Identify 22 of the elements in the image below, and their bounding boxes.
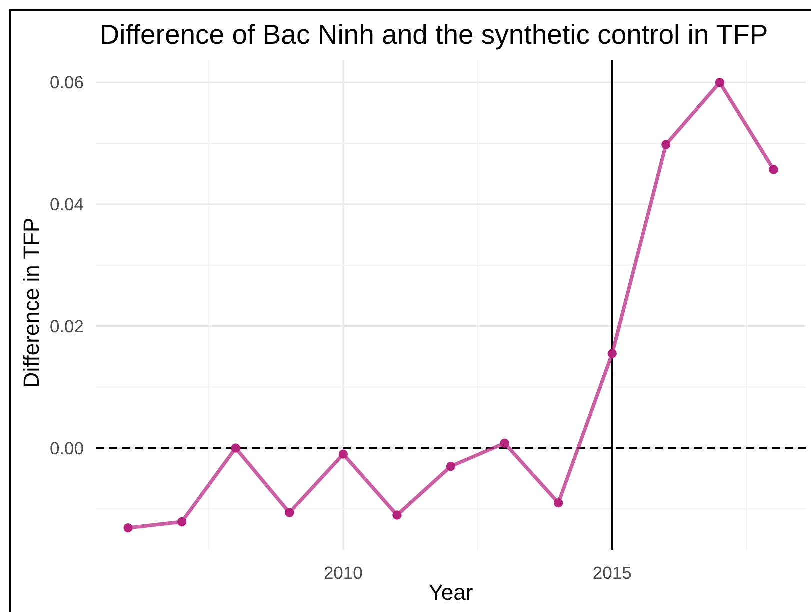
point [554, 498, 564, 508]
y-tick-label: 0.04 [50, 194, 84, 215]
x-tick-label: 2015 [592, 563, 632, 584]
point [338, 450, 348, 459]
point [285, 508, 294, 518]
point [662, 140, 671, 150]
point [608, 349, 617, 358]
y-tick-label: 0.00 [50, 438, 84, 458]
point [231, 444, 240, 453]
chart-title: Difference of Bac Ninh and the synthetic control in TFP [100, 19, 768, 50]
point [769, 165, 778, 174]
point [392, 510, 402, 520]
y-axis-title: Difference in TFP [19, 218, 44, 388]
y-tick-label: 0.02 [50, 316, 84, 336]
point [124, 523, 133, 533]
x-axis-title: Year [428, 580, 474, 605]
x-tick-label: 2010 [324, 563, 364, 584]
point [177, 517, 187, 527]
point [500, 438, 510, 448]
y-tick-label: 0.06 [50, 72, 84, 93]
point [715, 78, 725, 88]
point [446, 462, 456, 472]
